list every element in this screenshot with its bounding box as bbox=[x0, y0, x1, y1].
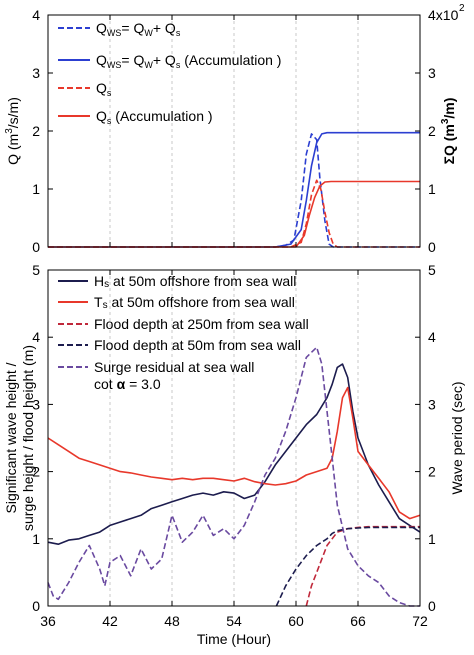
y-tick-label-left: 0 bbox=[32, 239, 40, 255]
x-tick-label: 48 bbox=[164, 613, 180, 629]
annotation-cot-alpha: cot α = 3.0 bbox=[94, 376, 161, 392]
top-series-lines bbox=[48, 131, 420, 248]
top-right-multiplier-exp: 2 bbox=[459, 3, 465, 14]
top-gridlines bbox=[109, 15, 359, 247]
x-tick-label: 60 bbox=[288, 613, 304, 629]
bottom-ylabel-left: Significant wave height / bbox=[3, 362, 19, 513]
legend-label-qws-acc: QWS= QW+ Qs (Accumulation ) bbox=[96, 52, 281, 70]
y-tick-label-left: 2 bbox=[32, 123, 40, 139]
y-tick-label-right: 3 bbox=[428, 396, 436, 412]
x-tick-label: 72 bbox=[412, 613, 428, 629]
series-line bbox=[48, 180, 420, 248]
legend-label-flood250: Flood depth at 250m from sea wall bbox=[94, 316, 309, 332]
bottom-panel: 0 0 1 1 2 2 3 3 4 4 5 5 36 42 48 54 60 66 72 Time (Hour) S… bbox=[3, 262, 465, 647]
legend-label-surge: Surge residual at sea wall bbox=[94, 359, 254, 375]
y-tick-label-right: 2 bbox=[428, 464, 436, 480]
y-tick-label-right: 1 bbox=[428, 181, 436, 197]
series-line bbox=[48, 131, 420, 248]
top-legend: QWS= QW+ Qs QWS= QW+ Qs (Accumulation ) … bbox=[58, 20, 281, 126]
top-ylabel-left: Q (m3/s/m) bbox=[4, 97, 21, 165]
y-tick-label-right: 0 bbox=[428, 239, 436, 255]
y-tick-label-right: 0 bbox=[428, 598, 436, 614]
x-tick-label: 54 bbox=[226, 613, 242, 629]
y-tick-label-left: 1 bbox=[32, 181, 40, 197]
y-tick-label-right: 5 bbox=[428, 262, 436, 278]
y-tick-label-left: 3 bbox=[32, 396, 40, 412]
legend-label-flood50: Flood depth at 50m from sea wall bbox=[94, 337, 301, 353]
series-line bbox=[47, 346, 420, 607]
y-tick-label-right: 1 bbox=[428, 531, 436, 547]
series-line bbox=[305, 525, 420, 607]
y-tick-label-left: 4 bbox=[32, 7, 40, 23]
y-tick-label-left: 0 bbox=[32, 598, 40, 614]
bottom-ylabel-right: Wave period (sec) bbox=[449, 381, 465, 494]
series-line bbox=[47, 386, 421, 520]
y-tick-label-left: 1 bbox=[32, 531, 40, 547]
y-tick-label-right: 2 bbox=[428, 123, 436, 139]
y-tick-label-right: 4 bbox=[428, 329, 436, 345]
x-tick-label: 36 bbox=[40, 613, 56, 629]
legend-label-ts: Ts at 50m offshore from sea wall bbox=[94, 294, 295, 311]
y-tick-label-right: 3 bbox=[428, 65, 436, 81]
bottom-series-lines bbox=[47, 346, 421, 607]
top-right-multiplier: 4x10 bbox=[428, 7, 459, 23]
top-axis-ticks: 0 0 1 1 2 2 3 3 4 bbox=[32, 7, 436, 255]
y-tick-label-left: 3 bbox=[32, 65, 40, 81]
series-line bbox=[47, 363, 421, 546]
top-panel: 0 0 1 1 2 2 3 3 4 Q (m3/s/m) ΣQ (m3/m) 4x10 2 QW… bbox=[4, 3, 465, 255]
bottom-legend: Hs at 50m offshore from sea wall Ts at 5… bbox=[58, 273, 309, 392]
y-tick-label-left: 4 bbox=[32, 329, 40, 345]
bottom-ylabel-left-line2: surge height / flood height (m) bbox=[20, 345, 36, 531]
legend-label-qs-acc: Qs (Accumulation ) bbox=[96, 108, 213, 126]
bottom-axis-ticks: 0 0 1 1 2 2 3 3 4 4 5 5 36 42 48 54 60 66 72 bbox=[32, 262, 436, 629]
x-tick-label: 66 bbox=[350, 613, 366, 629]
top-ylabel-right: ΣQ (m3/m) bbox=[440, 98, 457, 165]
y-tick-label-left: 2 bbox=[32, 464, 40, 480]
y-tick-label-left: 5 bbox=[32, 262, 40, 278]
series-line bbox=[275, 526, 420, 607]
legend-label-qws: QWS= QW+ Qs bbox=[96, 20, 181, 38]
x-tick-label: 42 bbox=[102, 613, 118, 629]
bottom-xlabel: Time (Hour) bbox=[197, 631, 271, 647]
legend-label-hs: Hs at 50m offshore from sea wall bbox=[94, 273, 296, 290]
